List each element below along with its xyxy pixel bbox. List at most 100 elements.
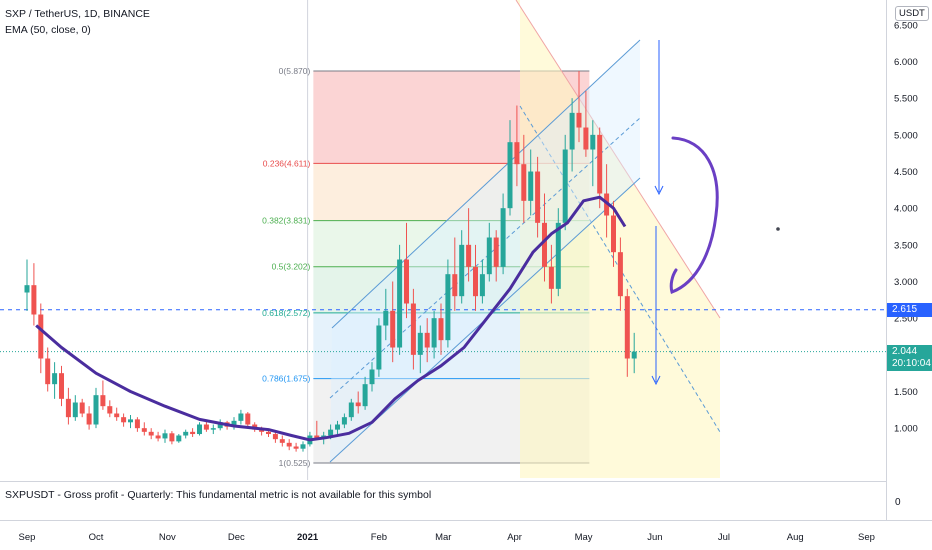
candle: [452, 274, 458, 297]
fib-level-label: 1(0.525): [279, 458, 311, 468]
candle: [121, 417, 127, 423]
currency-button[interactable]: USDT: [895, 6, 929, 21]
price-tick-label: 6.000: [894, 57, 918, 68]
candle: [445, 274, 451, 341]
candle: [493, 237, 499, 267]
candle: [576, 112, 582, 128]
time-tick-label: Oct: [89, 532, 104, 543]
fib-level-label: 0(5.870): [279, 66, 311, 76]
hand-drawn-annotations: [651, 40, 780, 386]
candlestick-series: [24, 71, 637, 452]
candle: [548, 266, 554, 289]
candle: [562, 149, 568, 223]
candle: [369, 369, 375, 385]
candle: [521, 164, 527, 201]
candle: [507, 142, 513, 209]
candle: [362, 384, 368, 407]
ascending-channel: [330, 40, 640, 462]
time-axis[interactable]: Sep Oct Nov Dec 2021 Feb Mar Apr May Jun Jul Aug Sep: [19, 532, 875, 543]
fib-level-label: 0.382(3.831): [262, 216, 310, 226]
time-tick-label: Feb: [371, 532, 387, 543]
price-tick-label: 4.500: [894, 167, 918, 178]
hand-drawn-curve: [669, 136, 719, 294]
candle: [383, 310, 389, 326]
candle: [300, 444, 306, 449]
candle: [611, 215, 616, 253]
candle: [390, 310, 396, 348]
candle: [231, 420, 237, 427]
price-tick-label: 1.000: [894, 424, 918, 435]
candle: [542, 222, 547, 267]
candle: [555, 222, 561, 289]
candle: [24, 285, 30, 293]
candle: [328, 429, 334, 436]
candle: [183, 431, 189, 436]
channel-upper-line: [515, 0, 721, 319]
candle: [65, 398, 71, 418]
candle: [528, 171, 534, 201]
price-tick-label: 6.500: [894, 20, 918, 31]
bar-countdown: 20:10:04: [892, 357, 931, 369]
candle: [31, 285, 37, 315]
candle: [128, 419, 133, 423]
candle: [397, 259, 403, 348]
candle: [114, 413, 120, 418]
candle: [72, 402, 78, 418]
candle: [404, 259, 409, 304]
candle: [155, 435, 161, 439]
candle: [86, 413, 92, 425]
channel-drawings: [329, 0, 721, 478]
candle: [335, 424, 340, 430]
candle: [438, 318, 444, 341]
candle: [266, 431, 271, 435]
price-tick-label: 2.500: [894, 314, 918, 325]
subpane-zero-tick: 0: [895, 497, 901, 508]
fib-level-label: 0.618(2.572): [262, 308, 310, 318]
candle: [286, 442, 292, 447]
candle: [459, 244, 465, 297]
candle: [535, 171, 541, 223]
candle: [376, 325, 382, 370]
candle: [190, 431, 196, 435]
candle: [238, 413, 244, 421]
fib-level-label: 0.236(4.611): [263, 158, 311, 168]
candle: [210, 428, 216, 430]
candle: [38, 314, 44, 359]
down-arrow-head: [654, 185, 664, 196]
price-tick-label: 1.500: [894, 387, 918, 398]
candle: [197, 424, 202, 435]
candle: [162, 433, 168, 439]
candle: [45, 358, 51, 385]
time-tick-label: 2021: [297, 532, 319, 543]
asc-upper-line: [331, 39, 641, 329]
candle: [259, 429, 265, 432]
candle: [417, 332, 423, 355]
candle: [107, 406, 113, 414]
candle: [134, 419, 140, 429]
candle: [279, 439, 285, 443]
candle: [314, 435, 320, 439]
time-tick-label: Dec: [228, 532, 245, 543]
candle: [486, 237, 492, 275]
indicator-legend: EMA (50, close, 0): [5, 24, 91, 36]
time-tick-label: Nov: [159, 532, 176, 543]
time-tick-label: Aug: [787, 532, 804, 543]
candle: [410, 303, 416, 355]
time-tick-label: Apr: [507, 532, 522, 543]
candle: [203, 424, 209, 430]
candle: [355, 402, 361, 407]
time-tick-label: Sep: [858, 532, 875, 543]
candle: [500, 208, 506, 267]
subpane-label: SXPUSDT - Gross profit - Quarterly: This…: [5, 489, 432, 501]
descending-channel: [516, 0, 720, 478]
candle: [590, 134, 596, 150]
candle: [272, 434, 278, 440]
candle: [293, 446, 299, 449]
candle: [597, 134, 603, 194]
candle: [624, 296, 630, 359]
candle: [348, 402, 354, 418]
symbol-title: SXP / TetherUS, 1D, BINANCE: [5, 8, 150, 20]
candle: [479, 274, 485, 297]
grid-lines: [0, 0, 886, 480]
